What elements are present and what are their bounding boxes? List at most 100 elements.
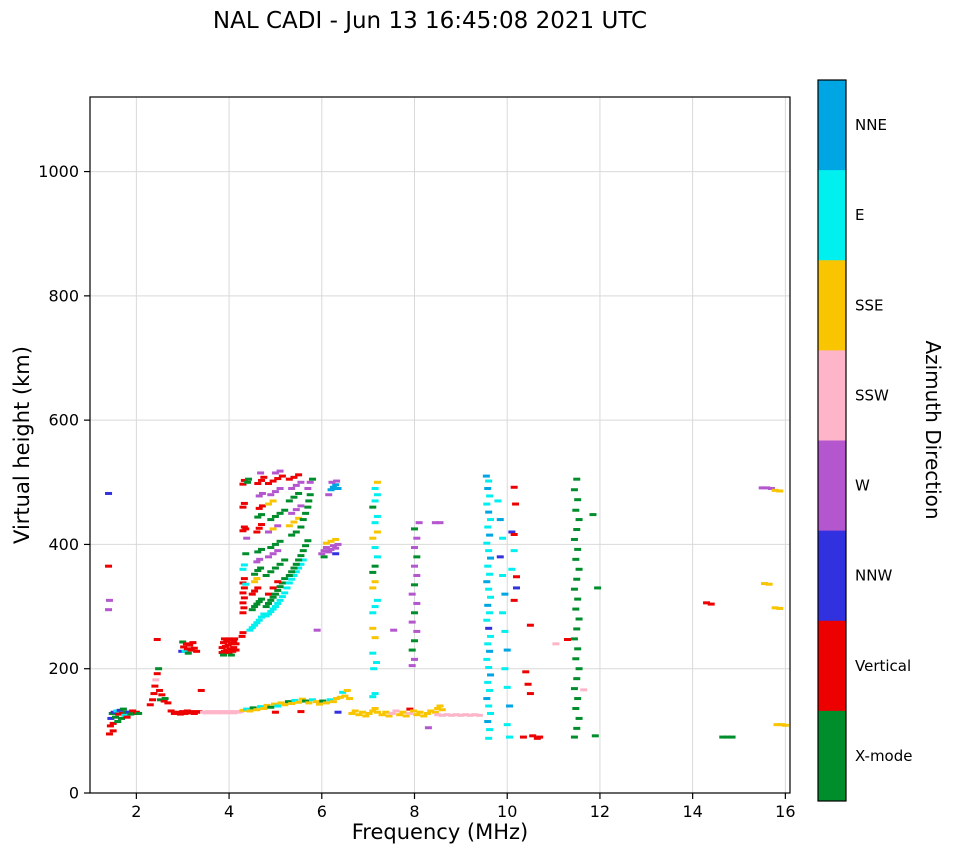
y-tick-label: 600	[48, 411, 79, 430]
data-point	[328, 480, 336, 484]
data-point	[243, 707, 251, 711]
data-point	[118, 716, 126, 720]
data-point	[295, 516, 303, 520]
data-point	[274, 580, 282, 584]
data-point	[306, 480, 314, 484]
data-point	[371, 636, 379, 640]
colorbar-segment-vertical	[818, 620, 846, 712]
data-point	[448, 713, 456, 717]
data-point	[411, 546, 419, 550]
data-point	[415, 521, 423, 525]
data-point	[370, 667, 378, 671]
data-point	[434, 706, 442, 710]
data-point	[251, 605, 259, 609]
data-point	[378, 713, 386, 717]
data-point	[239, 591, 247, 595]
data-point	[260, 706, 268, 710]
data-point	[226, 647, 234, 651]
data-point	[423, 711, 431, 715]
data-point	[264, 592, 272, 596]
data-point	[486, 572, 494, 576]
data-point	[262, 605, 270, 609]
data-point	[484, 680, 492, 684]
colorbar-tick-label: Vertical	[855, 657, 911, 675]
data-point	[288, 511, 296, 515]
data-point	[292, 570, 300, 574]
data-point	[239, 529, 247, 533]
data-point	[575, 567, 583, 571]
data-point	[295, 473, 303, 477]
data-point	[369, 626, 377, 630]
data-point	[320, 549, 328, 553]
data-point	[572, 657, 580, 661]
data-point	[761, 582, 769, 586]
data-point	[333, 479, 341, 483]
data-point	[575, 716, 583, 720]
data-point	[255, 600, 263, 604]
data-point	[304, 505, 312, 509]
data-point	[176, 712, 184, 716]
data-point	[322, 541, 330, 545]
data-point	[281, 508, 289, 512]
data-point	[575, 518, 583, 522]
data-point	[327, 547, 335, 551]
data-point	[297, 562, 305, 566]
data-point	[246, 709, 254, 713]
plot-frame	[89, 96, 791, 794]
data-point	[156, 688, 164, 692]
data-point	[292, 508, 300, 512]
data-point	[371, 706, 379, 710]
data-point	[334, 542, 342, 546]
data-point	[485, 665, 493, 669]
data-point	[109, 721, 117, 725]
data-point	[281, 591, 289, 595]
data-point	[239, 631, 247, 635]
data-point	[253, 708, 261, 712]
data-point	[107, 716, 115, 720]
data-point	[288, 577, 296, 581]
data-point	[281, 703, 289, 707]
data-point	[256, 557, 264, 561]
data-point	[267, 546, 275, 550]
data-point	[240, 596, 248, 600]
data-point	[153, 638, 161, 642]
data-point	[278, 595, 286, 599]
data-point	[413, 555, 421, 559]
data-point	[369, 570, 377, 574]
data-point	[574, 597, 582, 601]
data-point	[348, 711, 356, 715]
data-point	[281, 558, 289, 562]
data-point	[264, 601, 272, 605]
data-point	[193, 649, 201, 653]
data-point	[264, 555, 272, 559]
data-point	[371, 692, 379, 696]
data-point	[290, 574, 298, 577]
data-point	[573, 677, 581, 681]
data-point	[416, 710, 424, 714]
y-tick-label: 800	[48, 286, 79, 305]
y-tick-label: 1000	[38, 162, 79, 181]
data-point	[276, 487, 284, 490]
data-point	[369, 611, 377, 615]
data-point	[232, 648, 240, 652]
data-point	[371, 605, 379, 609]
data-point	[372, 661, 380, 664]
data-point	[574, 547, 582, 551]
data-point	[487, 595, 495, 599]
data-point	[152, 678, 160, 682]
data-point	[254, 586, 262, 590]
data-point	[396, 713, 404, 717]
data-point	[271, 592, 279, 596]
data-point	[438, 713, 446, 717]
data-point	[373, 710, 381, 714]
data-point	[306, 493, 314, 497]
colorbar-segment-nne	[818, 80, 846, 171]
data-point	[271, 702, 279, 706]
data-point	[257, 471, 265, 475]
data-point	[291, 698, 299, 702]
colorbar-segment-e	[818, 170, 846, 261]
data-point	[461, 713, 469, 717]
data-point	[258, 523, 266, 527]
data-point	[269, 586, 277, 590]
data-point	[230, 646, 238, 650]
